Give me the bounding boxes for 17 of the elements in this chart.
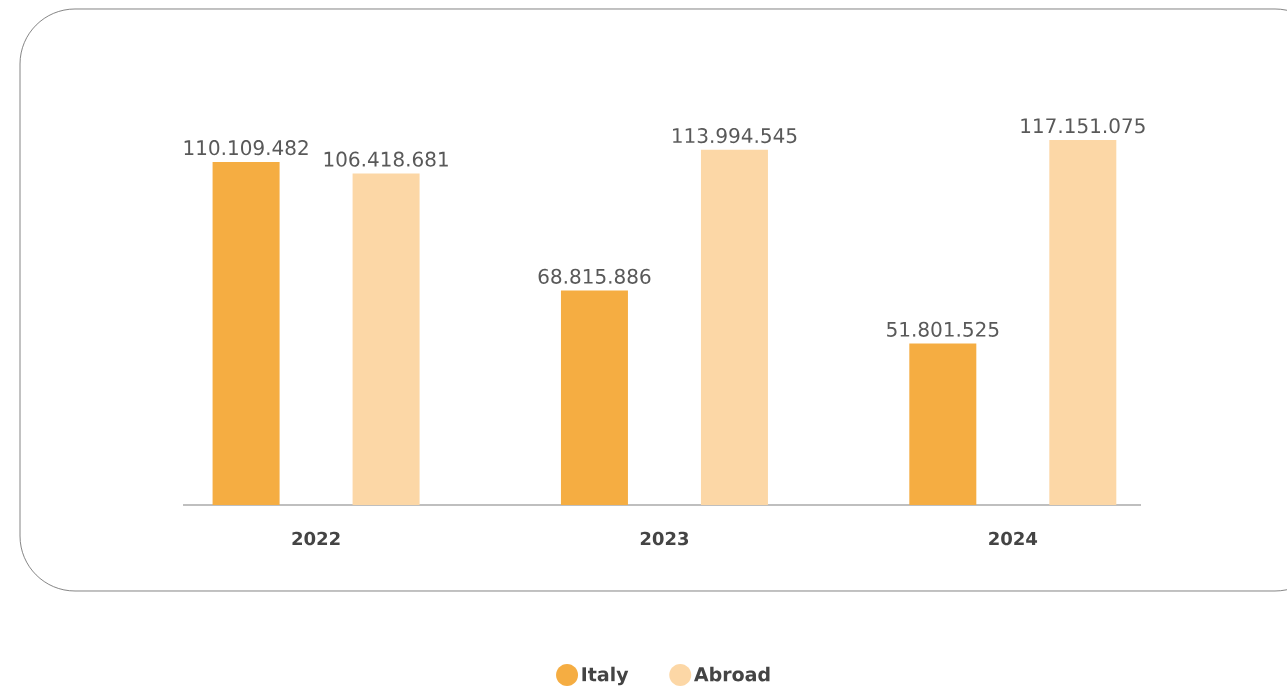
bar	[909, 343, 977, 505]
x-tick-label: 2024	[989, 531, 1038, 546]
bar	[560, 290, 628, 505]
x-tick-label: 2022	[292, 531, 340, 546]
bar	[352, 173, 420, 505]
data-label: 110.109.482	[184, 140, 308, 156]
data-label: 106.418.681	[324, 151, 448, 167]
x-tick-label: 2023	[640, 531, 689, 546]
data-label: 51.801.525	[887, 321, 999, 337]
data-label: 113.994.545	[673, 127, 797, 144]
legend-label: Abroad	[694, 666, 770, 682]
bar	[1049, 140, 1117, 505]
bar	[700, 149, 768, 505]
data-label: 68.815.886	[538, 268, 651, 284]
legend-label: Italy	[582, 666, 629, 686]
data-label: 117.151.075	[1021, 118, 1145, 134]
bar	[212, 161, 280, 505]
